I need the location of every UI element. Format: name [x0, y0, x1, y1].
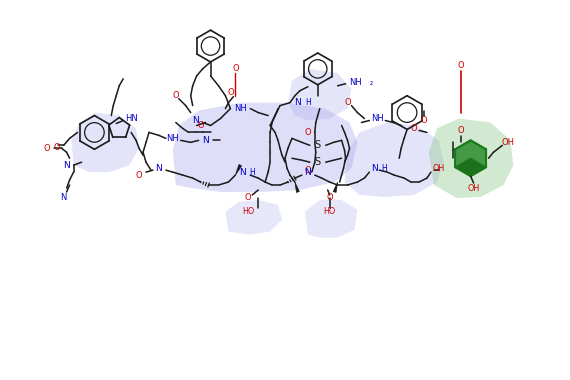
- Text: N: N: [371, 164, 378, 173]
- Text: O: O: [304, 128, 311, 137]
- Polygon shape: [305, 200, 357, 238]
- Text: NH: NH: [371, 114, 384, 123]
- Text: O: O: [136, 171, 142, 180]
- Text: OH: OH: [433, 164, 445, 173]
- Text: OH: OH: [467, 184, 480, 193]
- Text: O: O: [197, 121, 204, 130]
- Text: S: S: [315, 140, 321, 150]
- Polygon shape: [226, 200, 282, 235]
- Polygon shape: [235, 165, 242, 175]
- Text: N: N: [63, 161, 70, 170]
- Text: O: O: [344, 98, 351, 107]
- Polygon shape: [455, 140, 486, 176]
- Text: H: H: [381, 164, 387, 173]
- Text: O: O: [232, 64, 239, 73]
- Polygon shape: [429, 119, 514, 198]
- Text: N: N: [239, 168, 246, 177]
- Polygon shape: [72, 112, 139, 172]
- Text: HN: HN: [125, 114, 137, 123]
- Text: N: N: [60, 193, 67, 203]
- Text: O: O: [227, 88, 234, 97]
- Text: N: N: [202, 136, 209, 145]
- Text: ₂: ₂: [370, 78, 373, 87]
- Text: H: H: [249, 168, 255, 177]
- Polygon shape: [173, 103, 357, 192]
- Polygon shape: [295, 182, 299, 192]
- Polygon shape: [344, 122, 444, 197]
- Text: O: O: [457, 126, 464, 135]
- Text: O: O: [457, 62, 464, 70]
- Text: O: O: [173, 91, 179, 100]
- Text: H: H: [305, 98, 311, 107]
- Text: O: O: [54, 143, 60, 152]
- Text: NH: NH: [234, 104, 247, 113]
- Text: O: O: [245, 193, 251, 203]
- Text: N: N: [192, 116, 199, 125]
- Text: NH: NH: [166, 134, 179, 143]
- Polygon shape: [455, 158, 486, 176]
- Text: N: N: [295, 98, 302, 107]
- Text: O: O: [304, 166, 311, 175]
- Text: OH: OH: [502, 138, 515, 147]
- Text: S: S: [315, 157, 321, 167]
- Text: N: N: [156, 164, 162, 173]
- Text: O: O: [411, 124, 417, 133]
- Text: O: O: [327, 193, 333, 203]
- Text: N: N: [304, 168, 311, 177]
- Text: O: O: [421, 116, 428, 125]
- Polygon shape: [333, 182, 337, 192]
- Polygon shape: [288, 69, 352, 120]
- Text: HO: HO: [242, 207, 254, 216]
- Text: HO: HO: [324, 207, 336, 216]
- Text: O: O: [43, 144, 50, 153]
- Text: NH: NH: [349, 78, 362, 87]
